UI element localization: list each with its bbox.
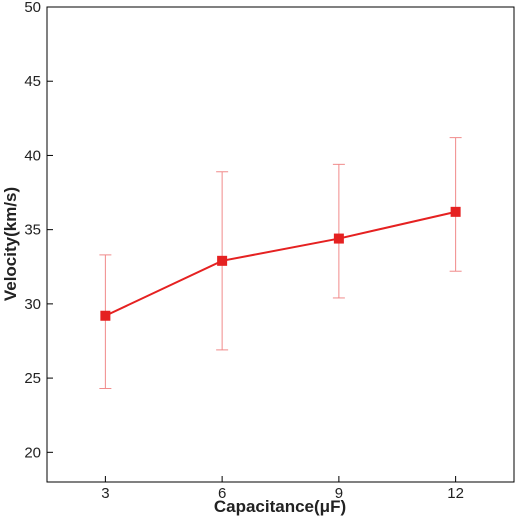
y-tick-label: 50 [24,0,41,16]
y-tick-label: 30 [24,296,41,313]
data-point-marker [450,206,461,217]
y-tick-label: 20 [24,444,41,461]
y-axis-title: Velocity(km/s) [1,187,20,301]
x-tick-label: 12 [447,485,464,502]
series-line [104,210,456,317]
x-axis-ticks: 3 6 9 12 [101,476,464,502]
y-tick-label: 45 [24,73,41,90]
y-tick-label: 25 [24,370,41,387]
y-tick-label: 35 [24,222,41,239]
y-tick-label: 40 [24,147,41,164]
plot-frame [46,6,515,483]
data-point-marker [100,310,111,321]
y-axis-ticks: 20 25 30 35 40 45 50 [24,0,53,461]
x-axis-title: Capacitance(μF) [214,497,346,516]
data-point-marker [217,255,228,266]
x-tick-label: 3 [101,485,109,502]
x-tick-label: 9 [335,485,343,502]
series-lines [104,210,456,317]
error-bars [99,137,462,389]
data-point-marker [333,233,344,244]
data-points [100,206,461,321]
x-tick-label: 6 [218,485,226,502]
